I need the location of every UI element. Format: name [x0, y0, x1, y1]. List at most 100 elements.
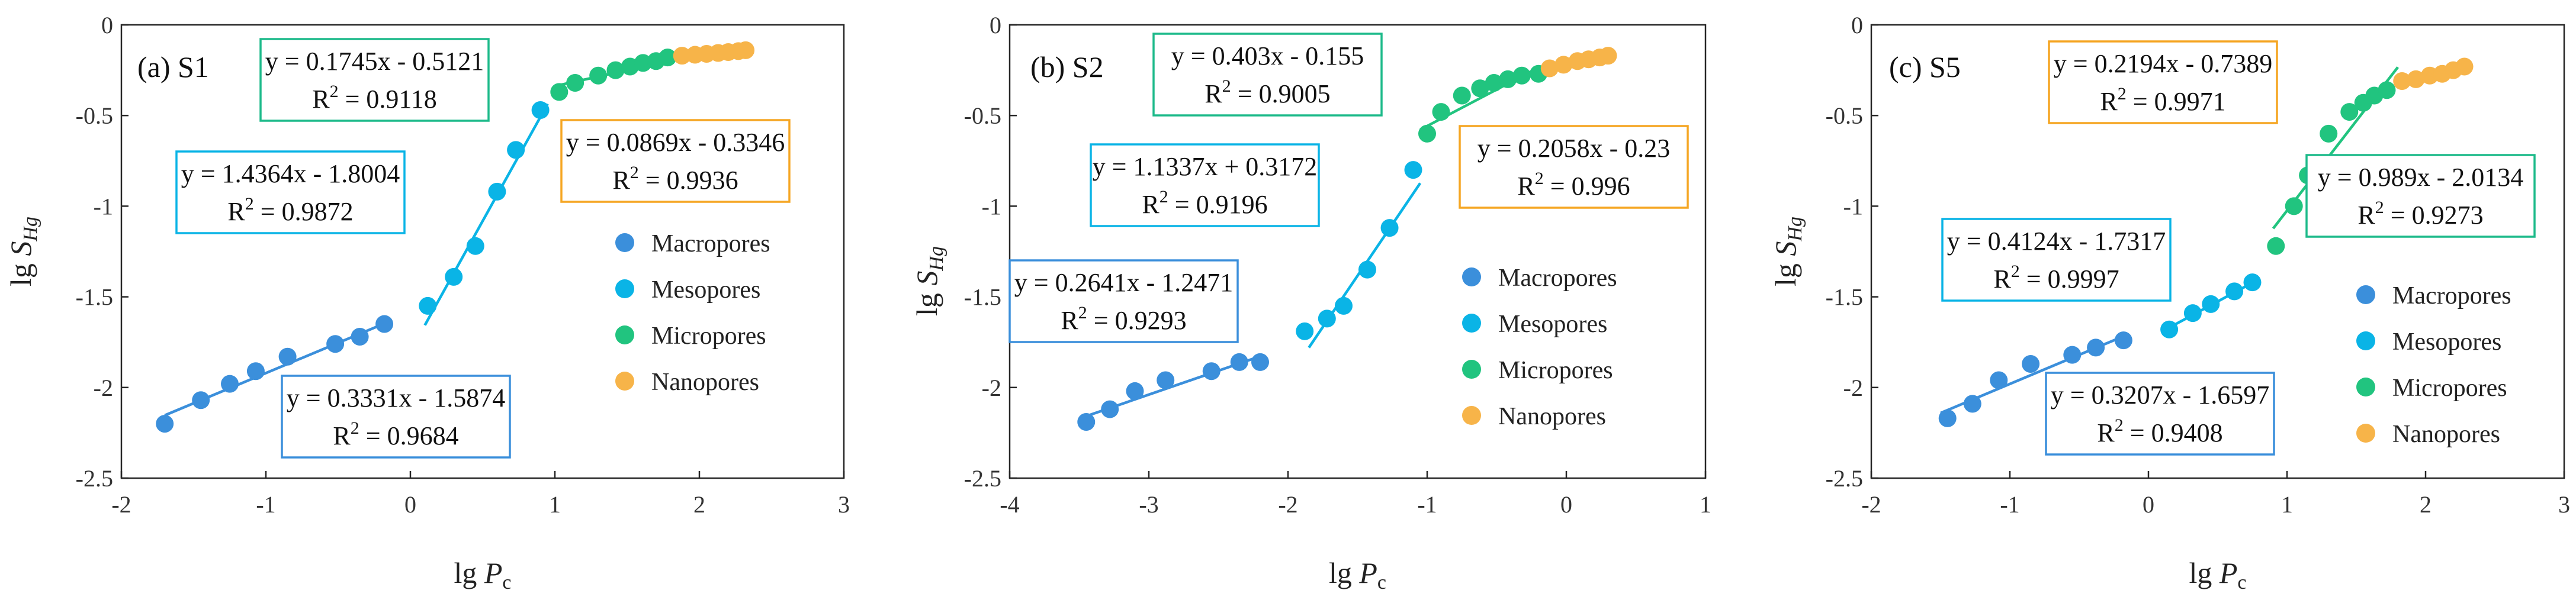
- data-point-mesopores: [488, 182, 506, 201]
- data-point-macropores: [1202, 362, 1220, 380]
- data-point-macropores: [156, 415, 174, 433]
- chart-panel-2: -4 -3 -2 -1 0 1 0 -0.5 -1 -1.5 -2 -2.5 lg Pc lg SHg (b…: [910, 12, 1711, 594]
- equation-box-micropores: [259, 38, 490, 122]
- legend-marker-micropores: [615, 325, 634, 344]
- y-tick-label: -2: [1843, 375, 1863, 401]
- y-tick-label: -1.5: [76, 284, 113, 311]
- fit-equation: y = 1.4364x - 1.8004: [181, 159, 400, 188]
- data-point-nanopores: [1599, 47, 1617, 65]
- data-point-micropores: [2285, 197, 2303, 215]
- equation-box-micropores: [2305, 154, 2536, 238]
- data-point-micropores: [1485, 74, 1503, 92]
- x-tick-label: -1: [1417, 491, 1437, 518]
- data-point-micropores: [1471, 79, 1489, 98]
- data-point-macropores: [221, 375, 239, 393]
- panel-label: (b) S2: [1030, 50, 1104, 83]
- legend-marker-macropores: [2356, 285, 2375, 304]
- legend-label: Macropores: [1498, 265, 1617, 292]
- data-point-micropores: [2320, 124, 2338, 143]
- legend-label: Nanopores: [1498, 403, 1606, 430]
- panel-label: (c) S5: [1889, 50, 1961, 83]
- legend-marker-macropores: [615, 233, 634, 252]
- data-point-macropores: [351, 328, 369, 346]
- legend-label: Nanopores: [651, 369, 759, 396]
- data-point-micropores: [606, 61, 625, 79]
- data-point-macropores: [2022, 354, 2040, 373]
- x-tick-label: -2: [1861, 491, 1881, 518]
- data-point-micropores: [2378, 81, 2396, 99]
- data-point-mesopores: [419, 296, 437, 315]
- data-point-mesopores: [2243, 273, 2262, 292]
- data-point-macropores: [1230, 353, 1248, 371]
- equation-box-micropores: [1152, 33, 1383, 117]
- data-point-mesopores: [1318, 309, 1336, 328]
- x-tick-label: -1: [2000, 491, 2019, 518]
- fit-equation: y = 0.989x - 2.0134: [2318, 163, 2523, 192]
- x-tick-label: 0: [1560, 491, 1572, 518]
- x-tick-label: 1: [1700, 491, 1711, 518]
- legend-marker-nanopores: [2356, 424, 2375, 443]
- data-point-mesopores: [1358, 260, 1376, 279]
- data-point-macropores: [1126, 382, 1144, 400]
- legend-label: Micropores: [1498, 357, 1613, 384]
- data-point-nanopores: [1540, 59, 1559, 78]
- data-point-mesopores: [2183, 304, 2202, 323]
- legend-marker-micropores: [1462, 360, 1481, 379]
- equation-box-mesopores: [175, 150, 406, 234]
- y-tick-label: 0: [990, 12, 1001, 38]
- x-tick-label: 1: [2281, 491, 2293, 518]
- legend-label: Macropores: [651, 230, 770, 257]
- fit-r-squared: R2 = 0.9971: [2100, 84, 2225, 116]
- plot-frame: [120, 24, 845, 479]
- y-tick-label: -1: [94, 193, 113, 220]
- fit-line-mesopores: [423, 103, 549, 326]
- equation-box-mesopores: [1941, 218, 2172, 302]
- fit-equation: y = 0.1745x - 0.5121: [265, 47, 484, 76]
- data-point-nanopores: [1554, 56, 1573, 74]
- data-point-micropores: [1499, 70, 1517, 88]
- legend-marker-macropores: [1462, 267, 1481, 286]
- x-tick-label: -2: [111, 491, 131, 518]
- data-point-macropores: [326, 335, 345, 353]
- fit-r-squared: R2 = 0.9273: [2357, 198, 2483, 230]
- data-point-micropores: [1453, 86, 1471, 105]
- y-tick-label: -0.5: [1826, 102, 1863, 129]
- y-axis-title: lg SHg: [910, 246, 947, 316]
- y-tick-label: -0.5: [76, 102, 113, 129]
- data-point-micropores: [1418, 124, 1436, 143]
- data-point-macropores: [1990, 371, 2008, 389]
- fit-r-squared: R2 = 0.9293: [1061, 303, 1186, 335]
- legend-label: Micropores: [2392, 375, 2507, 402]
- data-point-mesopores: [1380, 219, 1399, 237]
- fit-r-squared: R2 = 0.9408: [2097, 415, 2222, 447]
- data-point-mesopores: [2160, 320, 2179, 338]
- plot-frame: [1008, 24, 1707, 479]
- data-point-micropores: [566, 74, 584, 92]
- y-tick-label: -2.5: [964, 465, 1001, 492]
- x-axis-title: lg Pc: [2189, 556, 2246, 594]
- x-tick-label: 2: [2420, 491, 2432, 518]
- legend-marker-micropores: [2356, 378, 2375, 396]
- y-tick-label: -0.5: [964, 102, 1001, 129]
- data-point-macropores: [1101, 400, 1119, 418]
- legend-label: Micropores: [651, 323, 766, 350]
- fit-equation: y = 0.3331x - 1.5874: [287, 383, 505, 412]
- equation-box-nanopores: [560, 119, 791, 203]
- data-point-micropores: [2340, 103, 2359, 121]
- x-tick-label: 3: [838, 491, 850, 518]
- equation-box-macropores: [1008, 259, 1239, 343]
- data-point-macropores: [1077, 413, 1096, 431]
- x-tick-label: 0: [2143, 491, 2154, 518]
- data-point-nanopores: [2407, 70, 2425, 88]
- data-point-mesopores: [507, 141, 525, 159]
- legend-label: Nanopores: [2392, 421, 2500, 448]
- y-tick-label: -1: [982, 193, 1001, 220]
- fit-equation: y = 0.2194x - 0.7389: [2054, 49, 2272, 78]
- fit-r-squared: R2 = 0.996: [1517, 169, 1630, 201]
- fit-equation: y = 0.2641x - 1.2471: [1014, 268, 1233, 297]
- data-point-macropores: [2063, 346, 2082, 364]
- y-tick-label: 0: [1851, 12, 1863, 38]
- y-tick-label: -2.5: [76, 465, 113, 492]
